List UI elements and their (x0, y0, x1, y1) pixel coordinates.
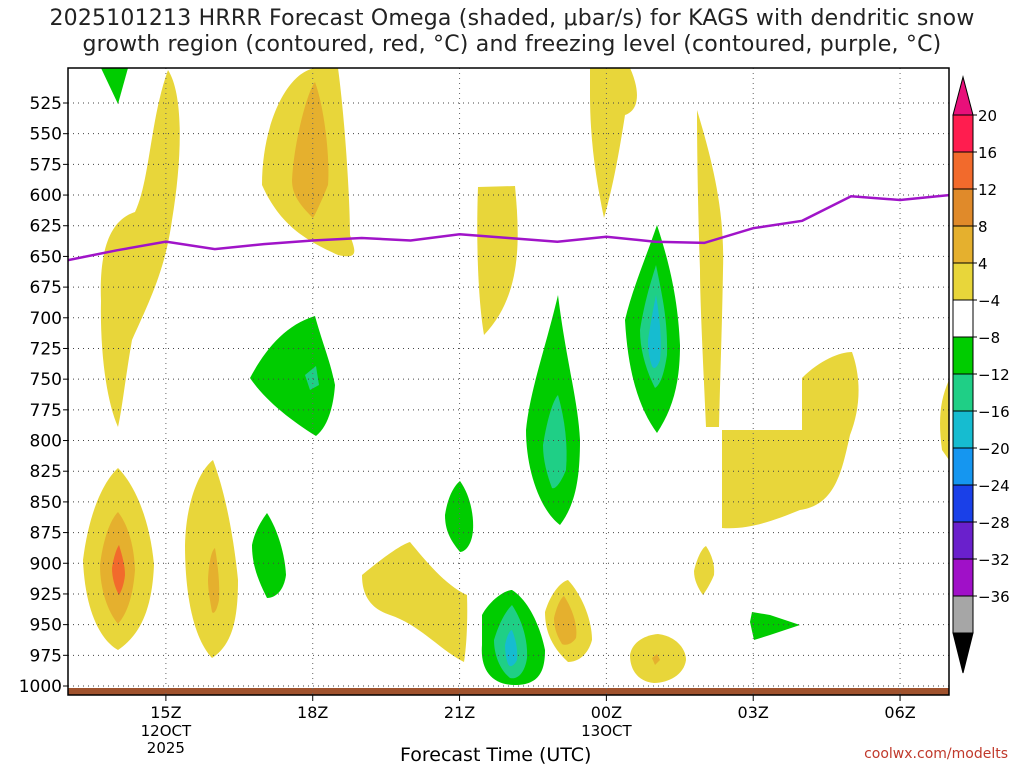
y-tick-label: 950 (30, 616, 62, 636)
plot-frame (67, 67, 950, 696)
omega-region (554, 596, 577, 645)
y-tick-label: 775 (30, 401, 62, 421)
x-tick-date-label: 12OCT (141, 722, 192, 740)
colorbar-label: −20 (978, 440, 1010, 458)
colorbar-label: −32 (978, 551, 1010, 569)
colorbar-swatch (952, 188, 974, 227)
omega-region (305, 366, 319, 390)
x-tick-label: 21Z (444, 703, 475, 722)
omega-region (477, 186, 518, 335)
y-tick-label: 850 (30, 493, 62, 513)
colorbar-label: 8 (978, 218, 988, 236)
freezing-level-line (68, 193, 949, 262)
omega-region (250, 316, 335, 436)
colorbar-bottom-arrow (952, 632, 974, 674)
y-tick-label: 525 (30, 94, 62, 114)
colorbar-swatch (952, 447, 974, 486)
x-tick-label: 06Z (884, 703, 915, 722)
omega-region (505, 630, 518, 667)
colorbar: 20 16 12 8 4 −4 −8 −12 −16 −20 −24 −28 −32 −36 (952, 75, 1010, 674)
terrain-band (68, 688, 949, 695)
colorbar-label: 12 (978, 181, 997, 199)
omega-region (697, 110, 724, 427)
chart-title-line-2: growth region (contoured, red, °C) and f… (82, 32, 942, 57)
omega-region (652, 654, 660, 665)
colorbar-swatch (952, 225, 974, 264)
y-tick-label: 825 (30, 462, 62, 482)
chart-title-line-1: 2025101213 HRRR Forecast Omega (shaded, … (49, 6, 975, 31)
colorbar-swatch (952, 521, 974, 560)
colorbar-top-arrow (952, 75, 974, 116)
y-tick-label: 975 (30, 646, 62, 666)
y-tick-label: 700 (30, 309, 62, 329)
colorbar-label: 4 (978, 255, 988, 273)
omega-region (208, 548, 220, 613)
axes: 525 550 575 600 625 650 675 700 725 750 775 800 825 8… (19, 94, 916, 757)
y-tick-label: 875 (30, 524, 62, 544)
colorbar-swatch (952, 114, 974, 153)
colorbar-swatch (952, 262, 974, 301)
y-tick-label: 650 (30, 247, 62, 267)
colorbar-label: 20 (978, 107, 997, 125)
y-tick-label: 575 (30, 155, 62, 175)
x-tick-label: 00Z (591, 703, 622, 722)
y-tick-label: 1000 (19, 677, 62, 697)
y-tick-label: 600 (30, 186, 62, 206)
omega-region (252, 513, 286, 598)
omega-region (648, 295, 661, 368)
colorbar-label: −24 (978, 477, 1010, 495)
colorbar-label: −12 (978, 366, 1010, 384)
colorbar-swatch (952, 484, 974, 523)
colorbar-label: −16 (978, 403, 1010, 421)
colorbar-label: −8 (978, 329, 1000, 347)
omega-region (722, 352, 859, 529)
omega-region (100, 70, 180, 427)
colorbar-swatch (952, 373, 974, 412)
y-tick-label: 625 (30, 217, 62, 237)
x-axis-label: Forecast Time (UTC) (400, 744, 592, 766)
colorbar-swatch (952, 151, 974, 190)
omega-region (101, 68, 128, 104)
freezing-level-layer (68, 193, 949, 262)
omega-region (292, 82, 329, 218)
omega-region (590, 68, 637, 218)
y-tick-label: 550 (30, 125, 62, 145)
y-tick-label: 675 (30, 278, 62, 298)
y-tick-label: 925 (30, 585, 62, 605)
colorbar-label: −36 (978, 588, 1010, 606)
x-tick-date-label: 2025 (147, 739, 185, 757)
x-tick-label: 03Z (738, 703, 769, 722)
omega-region (445, 481, 474, 552)
omega-region (112, 545, 125, 595)
omega-region (543, 395, 567, 489)
colorbar-label: 16 (978, 144, 997, 162)
grid (68, 68, 949, 695)
omega-region (362, 542, 468, 662)
colorbar-swatch (952, 595, 974, 634)
colorbar-swatch (952, 299, 974, 338)
colorbar-swatch (952, 336, 974, 375)
omega-shading (68, 68, 949, 695)
y-tick-label: 750 (30, 370, 62, 390)
colorbar-label: −4 (978, 292, 1000, 310)
colorbar-swatch (952, 410, 974, 449)
colorbar-label: −28 (978, 514, 1010, 532)
omega-region (750, 612, 800, 640)
y-tick-label: 725 (30, 339, 62, 359)
credit-link[interactable]: coolwx.com/modelts (864, 746, 1008, 762)
colorbar-swatch (952, 558, 974, 597)
x-tick-label: 18Z (297, 703, 328, 722)
x-tick-label: 15Z (150, 703, 181, 722)
y-tick-label: 800 (30, 432, 62, 452)
y-tick-label: 900 (30, 554, 62, 574)
omega-region (694, 546, 715, 595)
omega-region (940, 380, 949, 460)
x-tick-date-label: 13OCT (581, 722, 632, 740)
